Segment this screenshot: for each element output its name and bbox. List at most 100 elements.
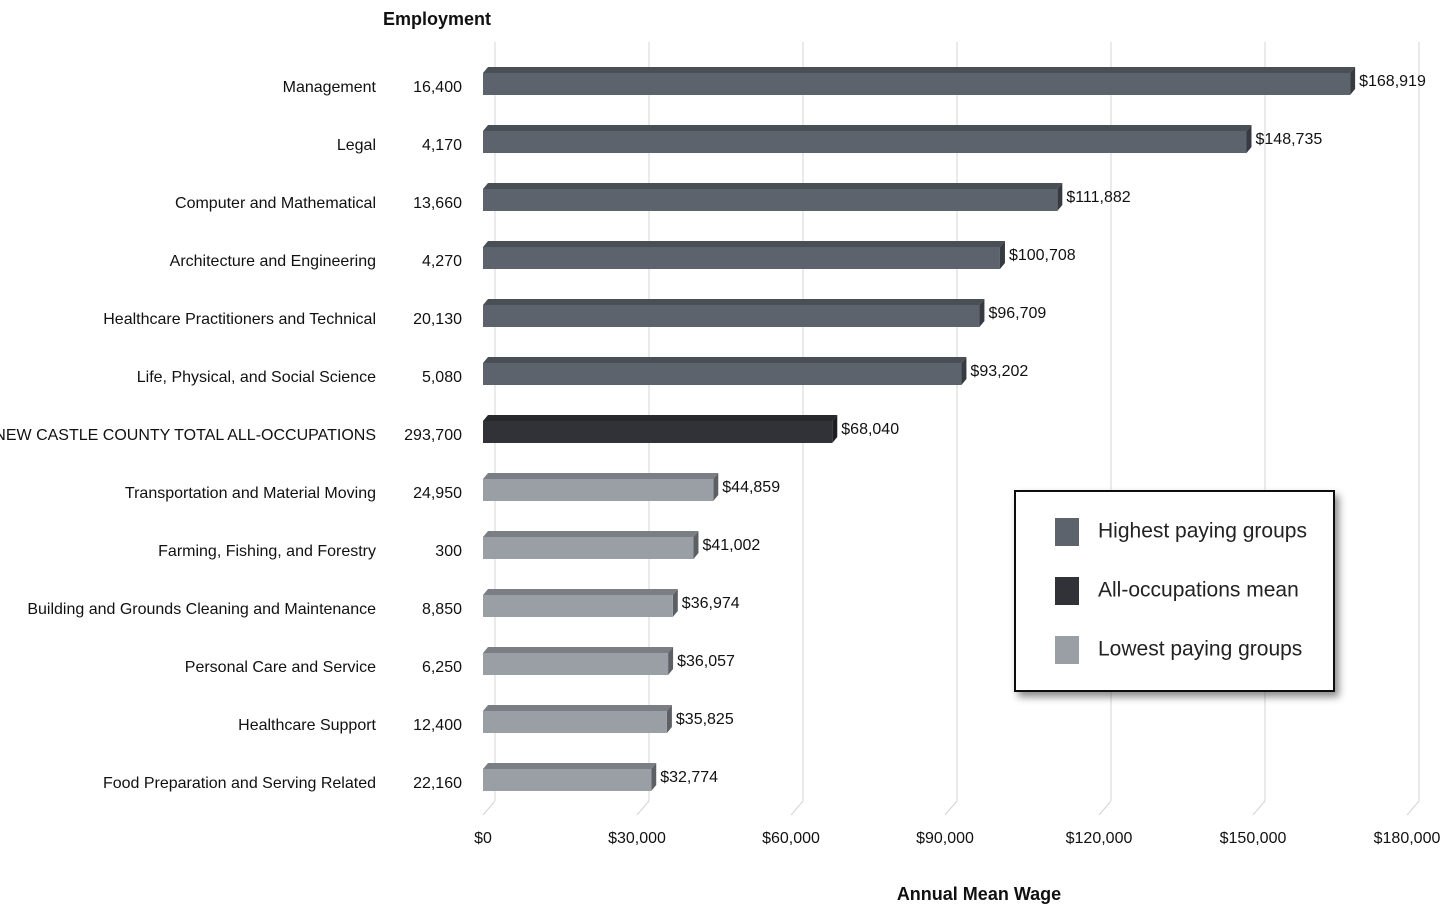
employment-value: 6,250	[422, 659, 462, 676]
value-label: $93,202	[970, 363, 1028, 380]
bar-top	[483, 241, 1005, 247]
grid-floor	[944, 800, 958, 816]
legend-label: Lowest paying groups	[1098, 638, 1302, 661]
bar-side	[961, 357, 967, 385]
bar-top	[483, 67, 1356, 73]
category-label: Building and Grounds Cleaning and Mainte…	[27, 601, 376, 618]
grid-floor	[1252, 800, 1266, 816]
bar-top	[483, 357, 967, 363]
category-label: Personal Care and Service	[185, 659, 376, 676]
bar-side	[668, 647, 674, 675]
bar	[483, 595, 673, 617]
bar-side	[1350, 67, 1356, 95]
legend-swatch	[1055, 636, 1079, 664]
x-tick-label: $90,000	[916, 830, 974, 847]
value-label: $35,825	[676, 711, 734, 728]
category-label: Life, Physical, and Social Science	[137, 369, 376, 386]
value-label: $36,057	[677, 653, 735, 670]
employment-value: 293,700	[404, 427, 462, 444]
employment-value: 22,160	[413, 775, 462, 792]
bar	[483, 131, 1247, 153]
employment-value: 16,400	[413, 79, 462, 96]
legend-label: Highest paying groups	[1098, 520, 1307, 543]
bar	[483, 653, 669, 675]
employment-value: 5,080	[422, 369, 462, 386]
grid-floor	[1098, 800, 1112, 816]
bar-top	[483, 763, 657, 769]
legend-label: All-occupations mean	[1098, 579, 1299, 602]
grid-floor	[1406, 800, 1420, 816]
bar-side	[713, 473, 719, 501]
bar-top	[483, 473, 719, 479]
bar-side	[979, 299, 985, 327]
bar-side	[1057, 183, 1063, 211]
value-label: $96,709	[988, 305, 1046, 322]
bar-top	[483, 299, 985, 305]
bar-top	[483, 125, 1252, 131]
value-label: $111,882	[1066, 189, 1130, 206]
employment-value: 8,850	[422, 601, 462, 618]
grid-floor	[482, 800, 496, 816]
employment-value: 300	[435, 543, 462, 560]
bar-side	[1246, 125, 1252, 153]
value-label: $168,919	[1359, 73, 1426, 90]
employment-value: 4,270	[422, 253, 462, 270]
bar	[483, 189, 1058, 211]
category-label: NEW CASTLE COUNTY TOTAL ALL-OCCUPATIONS	[0, 427, 376, 444]
bar	[483, 247, 1000, 269]
x-axis-title: Annual Mean Wage	[897, 884, 1061, 904]
value-label: $41,002	[702, 537, 760, 554]
grid-floor	[636, 800, 650, 816]
bar	[483, 769, 652, 791]
bar	[483, 711, 667, 733]
legend-swatch	[1055, 577, 1079, 605]
bar-side	[999, 241, 1005, 269]
employment-value: 13,660	[413, 195, 462, 212]
value-label: $68,040	[841, 421, 899, 438]
category-label: Management	[283, 79, 377, 96]
bar	[483, 73, 1351, 95]
category-label: Legal	[337, 137, 376, 154]
x-tick-label: $120,000	[1066, 830, 1133, 847]
bar-top	[483, 705, 672, 711]
category-label: Healthcare Support	[238, 717, 376, 734]
x-tick-label: $30,000	[608, 830, 666, 847]
x-tick-label: $0	[474, 830, 492, 847]
bar	[483, 363, 962, 385]
category-label: Food Preparation and Serving Related	[103, 775, 376, 792]
employment-value: 4,170	[422, 137, 462, 154]
bar-side	[693, 531, 699, 559]
value-label: $148,735	[1256, 131, 1323, 148]
grid-floor	[790, 800, 804, 816]
bar-top	[483, 589, 678, 595]
x-tick-label: $60,000	[762, 830, 820, 847]
legend-swatch	[1055, 518, 1079, 546]
category-label: Farming, Fishing, and Forestry	[158, 543, 376, 560]
bar-side	[666, 705, 672, 733]
employment-value: 12,400	[413, 717, 462, 734]
x-tick-label: $180,000	[1374, 830, 1441, 847]
bar	[483, 305, 980, 327]
bar-top	[483, 531, 699, 537]
employment-value: 24,950	[413, 485, 462, 502]
category-label: Architecture and Engineering	[170, 253, 376, 270]
legend: Highest paying groups All-occupations mea…	[1014, 490, 1335, 692]
value-label: $44,859	[722, 479, 780, 496]
bar	[483, 479, 714, 501]
bar-top	[483, 183, 1063, 189]
bar-side	[832, 415, 838, 443]
bar-top	[483, 647, 674, 653]
bar	[483, 537, 694, 559]
value-label: $32,774	[660, 769, 718, 786]
employment-header: Employment	[383, 9, 491, 29]
bar-side	[672, 589, 678, 617]
category-label: Computer and Mathematical	[175, 195, 376, 212]
employment-value: 20,130	[413, 311, 462, 328]
category-label: Transportation and Material Moving	[125, 485, 376, 502]
x-tick-label: $150,000	[1220, 830, 1287, 847]
value-label: $100,708	[1009, 247, 1076, 264]
value-label: $36,974	[682, 595, 740, 612]
category-label: Healthcare Practitioners and Technical	[103, 311, 376, 328]
